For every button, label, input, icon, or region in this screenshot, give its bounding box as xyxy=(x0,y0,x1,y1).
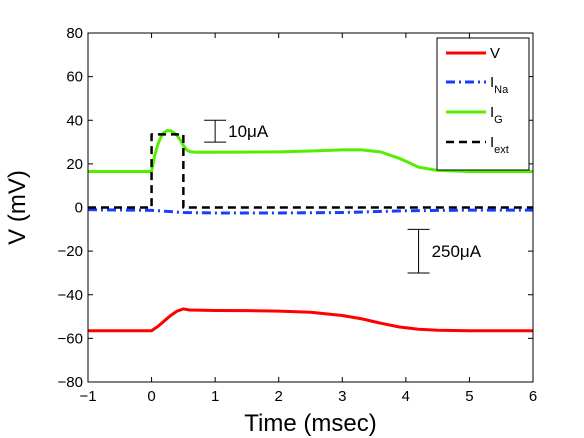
x-tick-label: 1 xyxy=(211,388,219,405)
scale-bar-label: 250μA xyxy=(432,242,482,261)
y-tick-label: −60 xyxy=(58,330,83,347)
scale-bar-layer: 10μA 250μA xyxy=(204,119,482,274)
x-axis-label: Time (msec) xyxy=(244,410,376,437)
y-tick-label: 40 xyxy=(66,112,83,129)
scale-bar: 10μA xyxy=(204,119,269,143)
y-tick-label: −80 xyxy=(58,374,83,391)
legend-label-subscript: Na xyxy=(494,84,509,96)
y-tick-label: −20 xyxy=(58,243,83,260)
y-tick-label: 0 xyxy=(75,200,83,217)
y-tick-label: 20 xyxy=(66,156,83,173)
scale-bar-label: 10μA xyxy=(228,122,269,141)
scale-bar: 250μA xyxy=(407,228,482,274)
x-tick-label: 0 xyxy=(147,388,155,405)
x-tick-label: 4 xyxy=(402,388,410,405)
y-tick-label: 80 xyxy=(66,25,83,42)
x-tick-label: 3 xyxy=(338,388,346,405)
legend-label-subscript: G xyxy=(494,114,503,126)
series-line-v xyxy=(88,307,533,333)
y-tick-label: −40 xyxy=(58,287,83,304)
x-tick-label: 6 xyxy=(529,388,537,405)
y-tick-label: 60 xyxy=(66,69,83,86)
legend-label: V xyxy=(490,45,500,62)
legend-label-subscript: ext xyxy=(494,144,509,156)
y-axis-label: V (mV) xyxy=(4,170,31,245)
x-tick-label: 5 xyxy=(465,388,473,405)
x-tick-label: −1 xyxy=(79,388,96,405)
x-tick-label: 2 xyxy=(275,388,283,405)
legend-box xyxy=(436,37,530,171)
series-layer xyxy=(87,129,533,333)
tick-layer: −1 0 1 2 3 4 5 6 −80 −60 −40 −20 0 20 40 60 80 xyxy=(58,25,538,405)
series-line-i-ext xyxy=(88,133,533,209)
plot-frame xyxy=(87,32,534,383)
series-line-i-na xyxy=(87,208,533,215)
